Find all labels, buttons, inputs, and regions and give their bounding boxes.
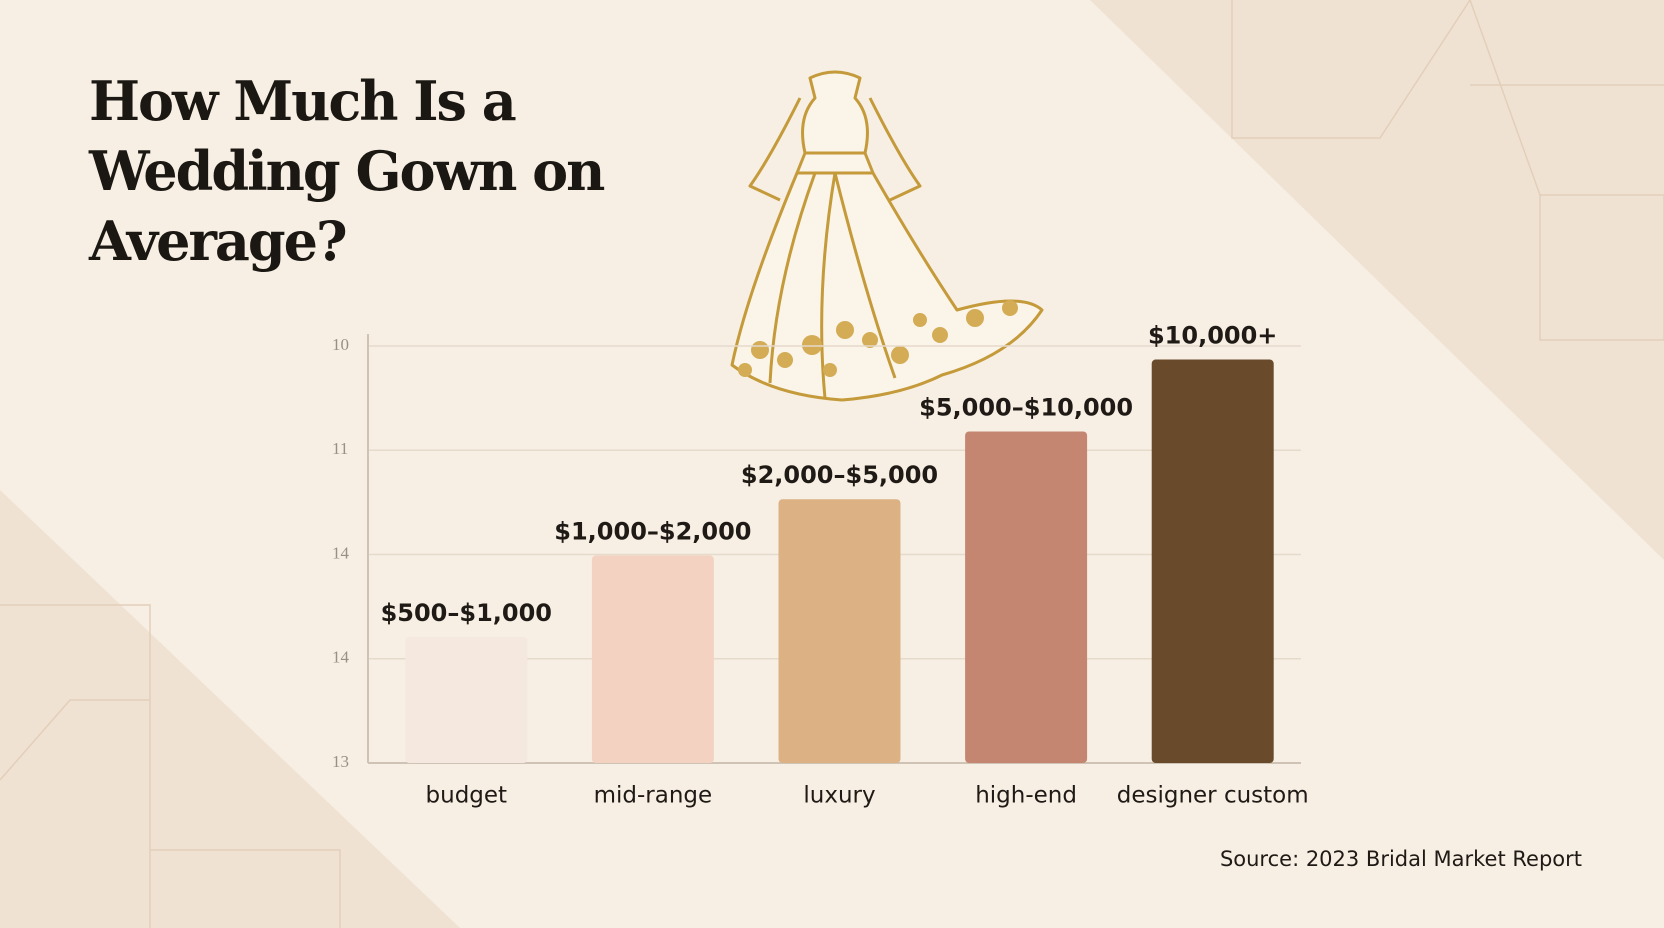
x-tick-label: high-end [975,783,1077,809]
y-tick-label: 13 [332,752,349,771]
chart-title: Average? [88,209,346,273]
bar-annotation: $2,000–$5,000 [741,461,938,489]
bar [965,431,1088,763]
chart-title: Wedding Gown on [88,139,605,203]
source: Source: 2023 Bridal Market Report [1220,847,1582,871]
bar [778,499,901,763]
chart-title: How Much Is a [89,69,516,133]
x-tick-label: budget [426,783,508,809]
x-tick-label: mid-range [594,783,713,809]
y-tick-label: 10 [332,335,349,354]
bar-annotation: $5,000–$10,000 [919,393,1133,421]
bar-annotation: $1,000–$2,000 [554,518,751,546]
y-tick-label: 11 [332,439,348,458]
x-tick-label: luxury [803,783,875,809]
bar-annotation: $500–$1,000 [381,599,552,627]
bar [591,555,714,763]
bar-annotation: $10,000+ [1148,322,1277,350]
y-tick-label: 14 [332,543,350,562]
y-tick-label: 14 [332,648,350,667]
bar [405,636,528,763]
dress-illustration [730,70,1044,402]
x-tick-label: designer custom [1117,783,1309,809]
bar [1151,359,1274,763]
